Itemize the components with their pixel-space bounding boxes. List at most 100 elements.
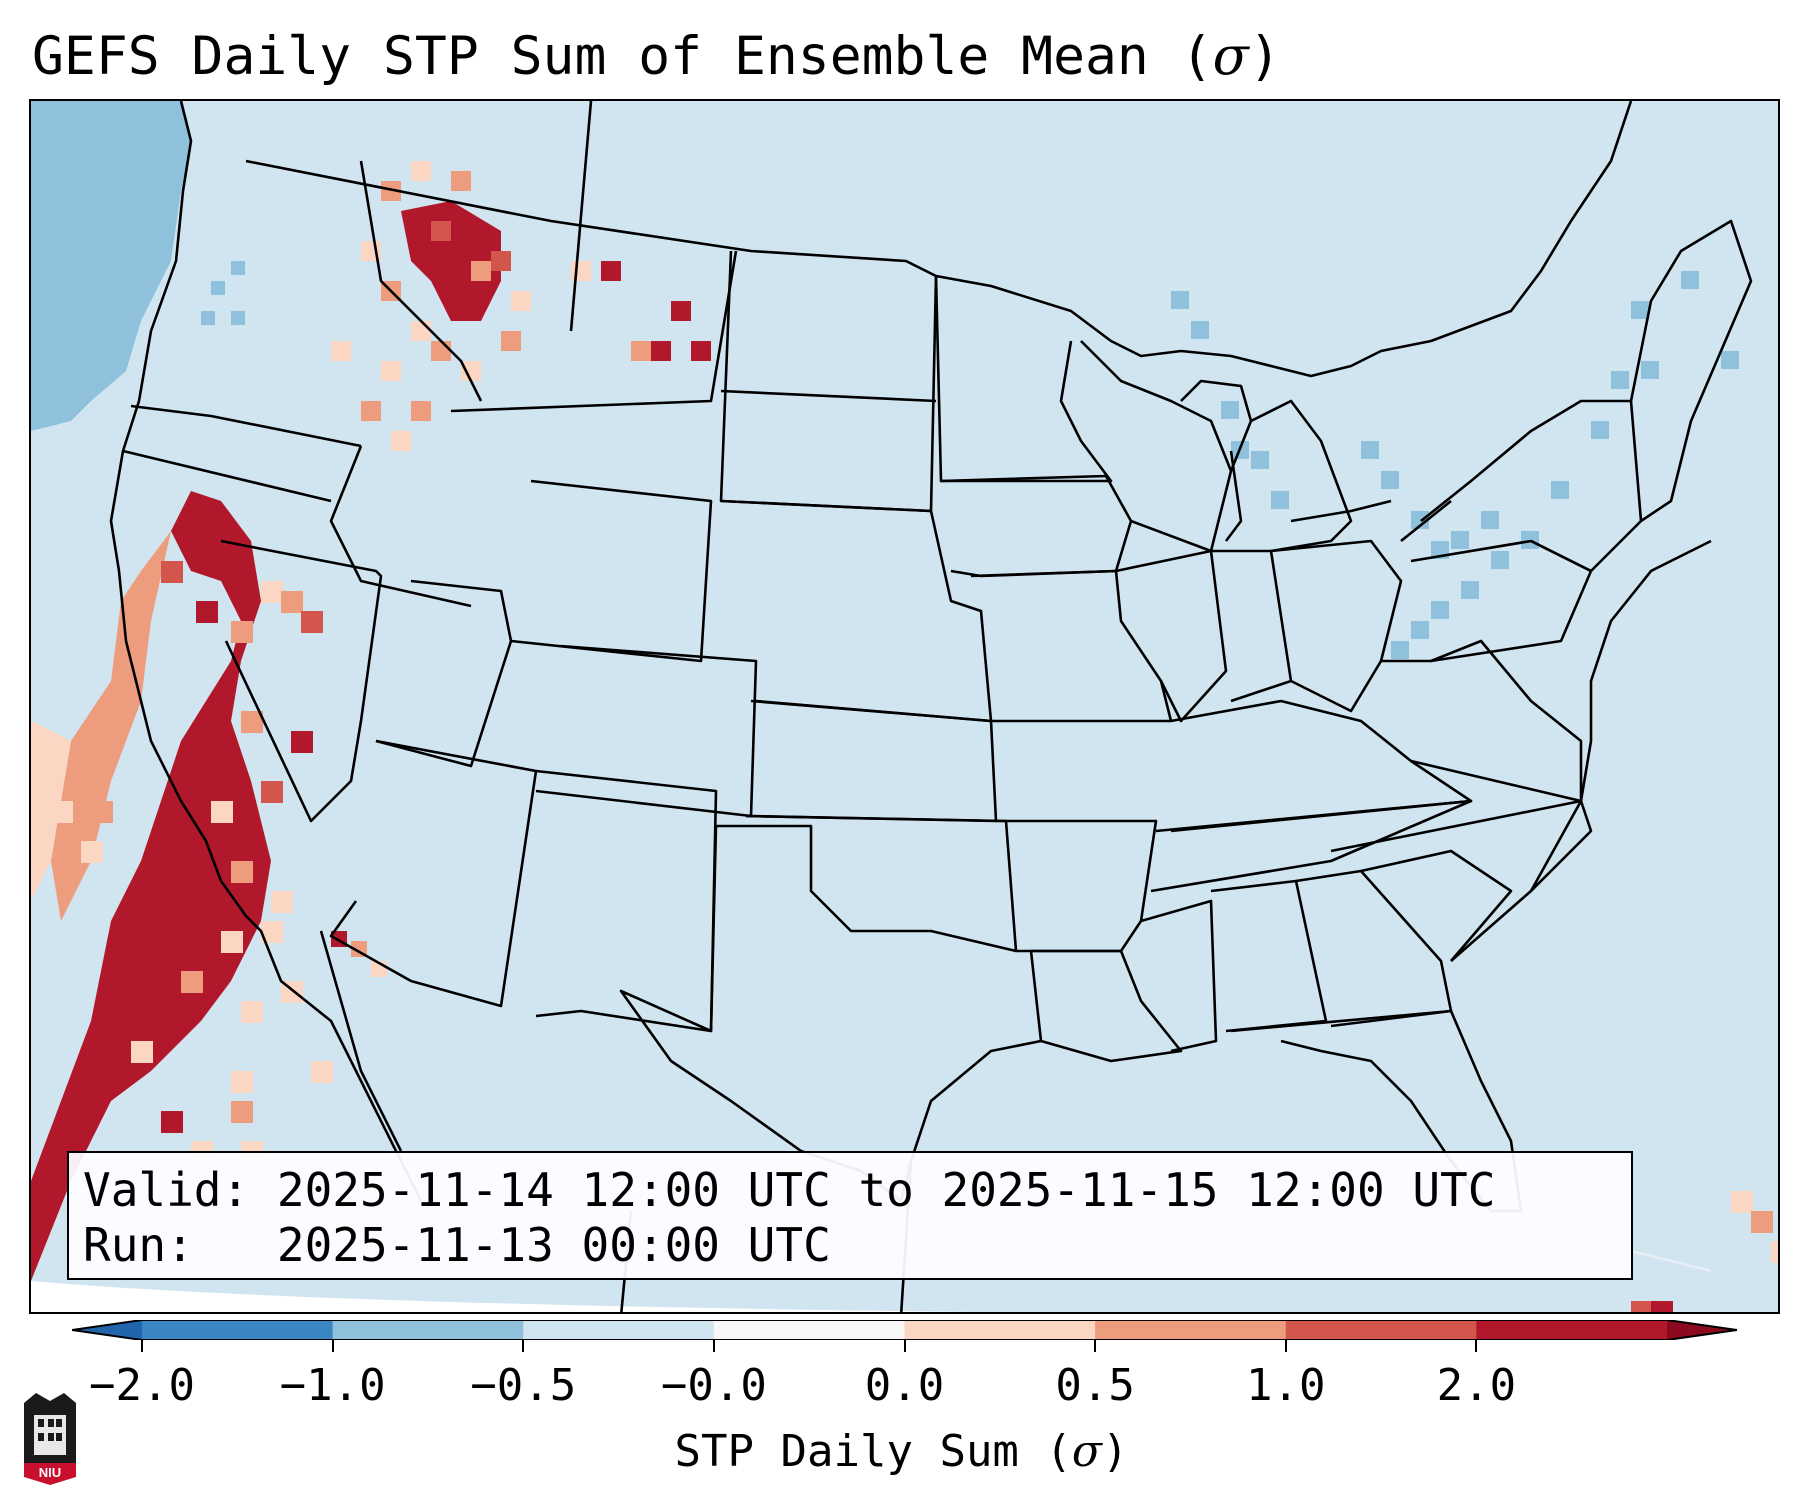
state-mo [970,569,1173,723]
stp-cell [221,931,243,953]
colorbar-tick-label: 2.0 [1436,1360,1517,1411]
stp-cell [271,891,293,913]
colorbar-label-sigma: σ [1071,1426,1102,1477]
stp-cell [181,971,203,993]
stp-cell [1481,511,1499,529]
state-sc [1360,849,1513,962]
stp-cell [411,321,431,341]
stp-cell [1171,291,1189,309]
colorbar-tick-label: 0.5 [1055,1360,1135,1411]
stp-cell [131,1041,153,1063]
colorbar-segment [1095,1320,1287,1340]
run-label: Run: [83,1218,194,1272]
great-lakes [1180,379,1452,543]
stp-cell [161,561,183,583]
stp-cell [1751,1211,1773,1233]
validity-info-box: Valid: 2025-11-14 12:00 UTC to 2025-11-1… [67,1151,1633,1280]
colorbar-segment [713,1320,905,1340]
state-mt-wy [450,250,738,413]
pacific-ocean-shade [31,101,191,431]
valid-line: Valid: 2025-11-14 12:00 UTC to 2025-11-1… [83,1163,1617,1218]
state-id-mt [359,160,483,402]
stp-cell [161,1111,183,1133]
map-panel [29,99,1780,1314]
stp-cell [331,341,351,361]
stp-cell [81,841,103,863]
colorbar-segment [904,1320,1096,1340]
niu-logo: NIU [24,1393,76,1485]
stp-cell [1651,1301,1673,1312]
stp-cell [451,241,471,261]
state-il-in [1115,549,1228,723]
title-suffix: ) [1248,26,1281,87]
state-nv [220,539,383,823]
state-az [329,739,538,1008]
colorbar-label: STP Daily Sum (σ) [0,1426,1803,1477]
title-sigma: σ [1212,26,1249,87]
stp-cell [231,1071,253,1093]
map-canvas [31,101,1778,1312]
state-wa-or [130,404,362,448]
state-oh [1270,539,1403,713]
projection-edge [31,1281,978,1312]
stp-cell [501,331,521,351]
stp-cell [571,261,591,281]
stp-cell [311,1061,333,1083]
state-mn [934,275,1113,483]
stp-cell [1191,321,1209,339]
stp-cell [1391,641,1409,659]
stp-cell [1271,491,1289,509]
colorbar-over-arrow [1667,1320,1737,1340]
stp-cell [281,591,303,613]
state-ms-al [1140,899,1218,1053]
state-co [535,644,758,818]
colorbar-under-arrow [72,1320,142,1340]
stp-cell [51,801,73,823]
colorbar [72,1320,1737,1340]
stp-cell [631,341,651,361]
colorbar-tick-mark [712,1340,715,1352]
stp-cell [91,801,113,823]
stp-cell [1551,481,1569,499]
title-text: GEFS Daily STP Sum of Ensemble Mean ( [32,26,1213,87]
stp-cell [231,621,253,643]
colorbar-tick-label: 1.0 [1246,1360,1326,1411]
colorbar-ticks: −2.0 −1.0 −0.5 −0.0 0.0 0.5 1.0 2.0 [0,1340,1803,1420]
colorbar-label-suffix: ) [1101,1426,1129,1477]
stp-cell [691,341,711,361]
colorbar-segment [332,1320,524,1340]
stp-cell [1411,511,1429,529]
colorbar-tick-label: 0.0 [864,1360,945,1411]
niu-logo-text: NIU [39,1465,61,1480]
baja [319,930,403,1152]
stp-cell [601,261,621,281]
stp-cell [671,301,691,321]
colorbar-segment [1285,1320,1477,1340]
state-ga [1295,869,1453,1028]
stp-cell [431,341,451,361]
state-wi [1080,340,1233,553]
stp-cell [1251,451,1269,469]
stp-cell [241,711,263,733]
stp-cell [1491,551,1509,569]
stp-cell [511,291,531,311]
stp-cell [1731,1191,1753,1213]
stp-cell [411,401,431,421]
stp-cell [491,251,511,271]
stp-cell [1611,371,1629,389]
stp-cell [1461,581,1479,599]
stp-cell [651,341,671,361]
stp-cell [1681,271,1699,289]
stp-cell [381,181,401,201]
stp-cell [231,861,253,883]
state-mt-east [569,101,593,332]
state-ny [1420,399,1643,573]
state-ok [716,814,1018,953]
colorbar-tick-mark [903,1340,906,1352]
stp-cells [31,161,1778,1312]
stp-cell [1221,401,1239,419]
state-la [1031,949,1183,1063]
stp-cell [1631,1301,1653,1312]
colorbar-tick-mark [141,1340,143,1352]
stp-cell [261,921,283,943]
